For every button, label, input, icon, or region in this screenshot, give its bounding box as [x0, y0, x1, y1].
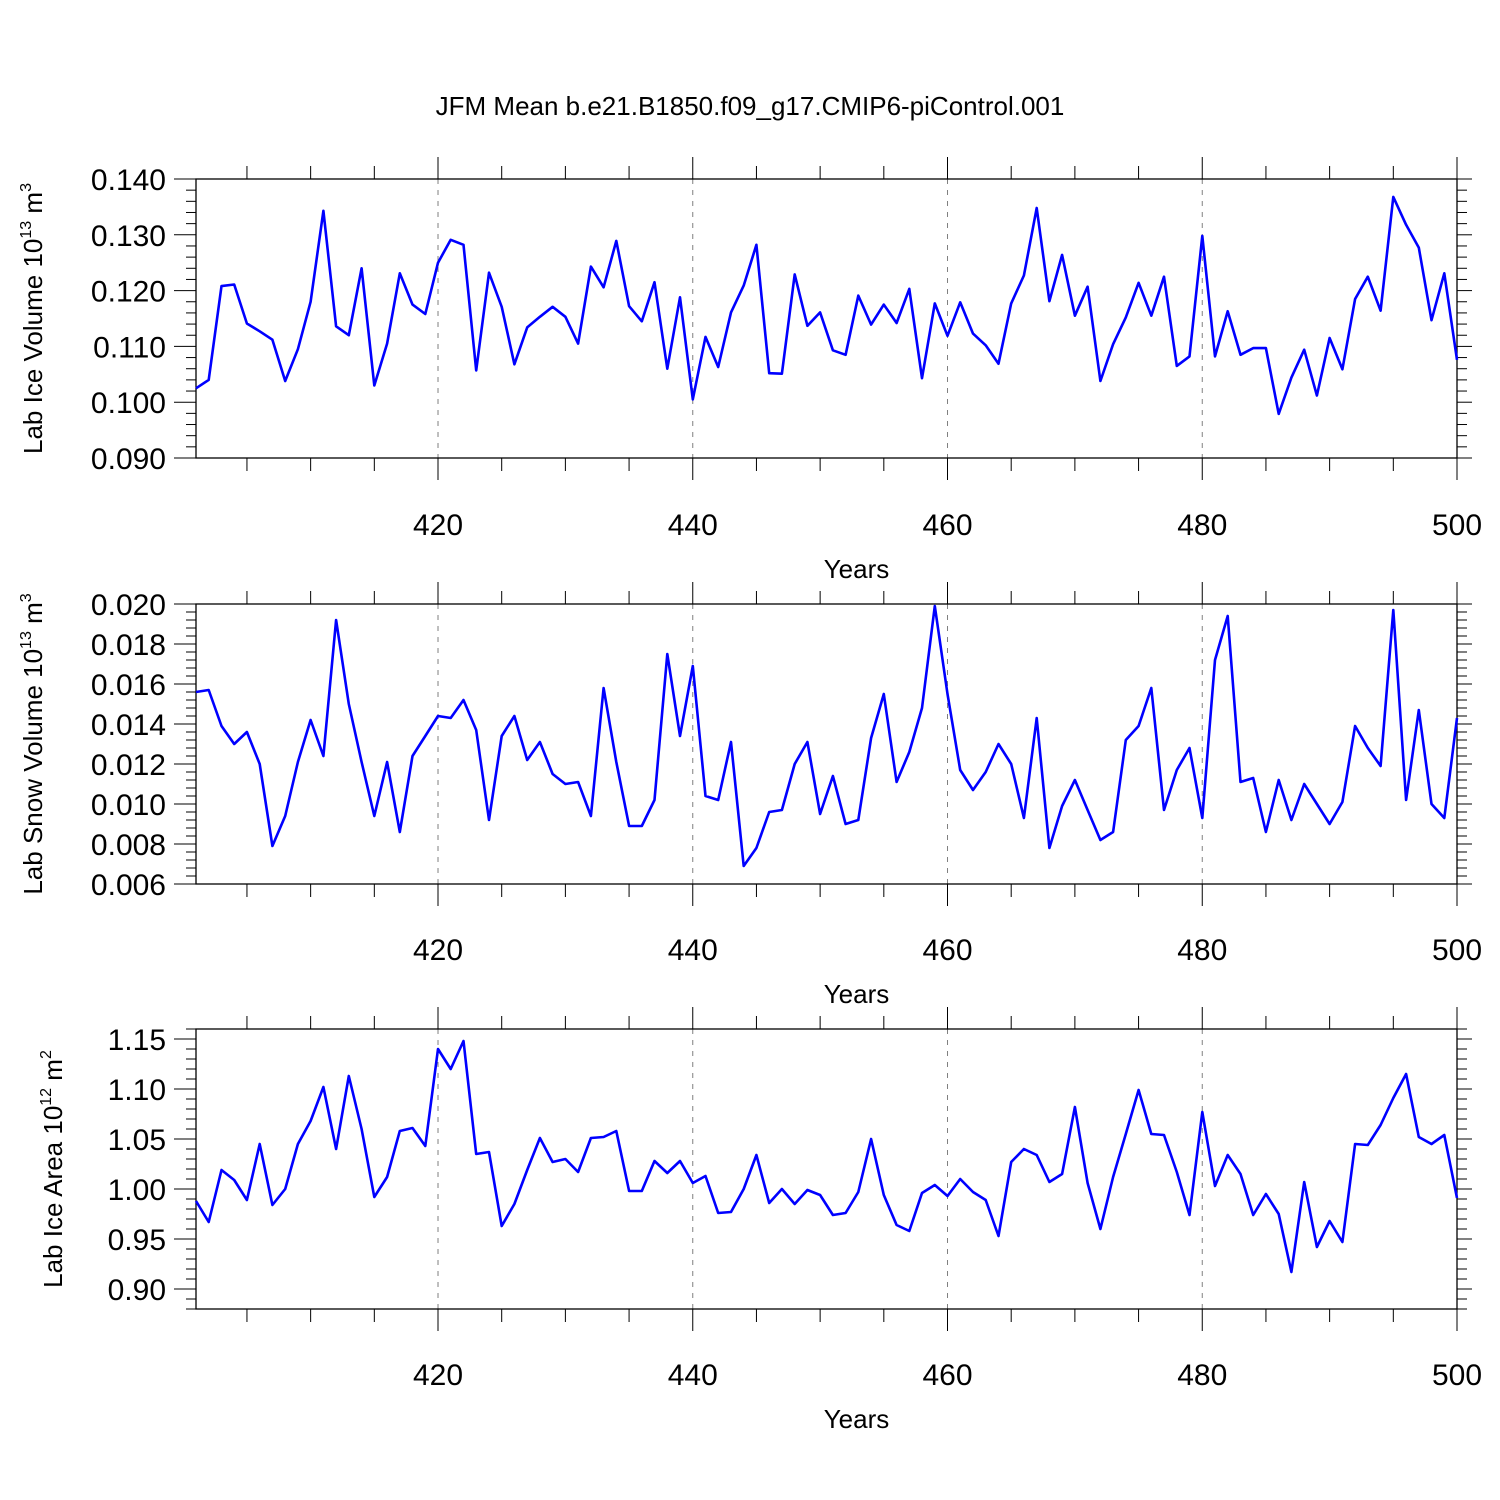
x-tick-label: 460: [922, 509, 972, 542]
y-tick-label: 0.006: [91, 869, 166, 902]
y-tick-label: 0.090: [91, 443, 166, 476]
x-tick-label: 500: [1432, 1359, 1482, 1392]
x-axis-label: Years: [824, 979, 890, 1009]
y-axis-label-unit: m: [18, 192, 48, 221]
x-tick-label: 440: [668, 934, 718, 967]
y-axis-label-exponent: 13: [18, 631, 35, 649]
y-tick-label: 0.012: [91, 749, 166, 782]
y-tick-label: 0.010: [91, 789, 166, 822]
x-tick-label: 480: [1177, 934, 1227, 967]
x-tick-label: 440: [668, 509, 718, 542]
data-line: [195, 604, 1459, 868]
x-axis-label: Years: [824, 1404, 890, 1434]
y-tick-label: 0.018: [91, 629, 166, 662]
x-tick-label: 420: [413, 934, 463, 967]
y-axis-label-unit-exponent: 3: [18, 593, 35, 602]
x-tick-label: 420: [413, 509, 463, 542]
plot-frame: [195, 603, 1458, 885]
y-axis-label: Lab Ice Area 1012 m2: [38, 1050, 68, 1288]
y-tick-label: 0.020: [91, 589, 166, 622]
y-tick-label: 0.130: [91, 220, 166, 253]
x-axis-label: Years: [824, 554, 890, 584]
y-tick-label: 1.00: [108, 1174, 166, 1207]
data-line: [195, 195, 1459, 416]
y-axis-label-unit: m: [38, 1059, 68, 1088]
plot-frame: [195, 178, 1458, 459]
y-tick-label: 0.016: [91, 669, 166, 702]
y-tick-label: 0.120: [91, 276, 166, 309]
y-axis-label-text: Lab Ice Area 10: [38, 1106, 68, 1288]
y-tick-label: 1.15: [108, 1024, 166, 1057]
y-tick-label: 1.10: [108, 1074, 166, 1107]
y-axis-label-unit: m: [18, 602, 48, 631]
panels: 420 440 460 480 500 0.090 0.100 0.110 0.120 0.130…: [18, 157, 1482, 1434]
panel-2: 420 440 460 480 500 0.006 0.008 0.010 0.012 0.014…: [18, 582, 1482, 1009]
data-line: [194, 1039, 1459, 1274]
y-axis-label-text: Lab Ice Volume 10: [18, 239, 48, 454]
y-axis-label: Lab Snow Volume 1013 m3: [18, 593, 48, 894]
y-axis-label-unit-exponent: 2: [38, 1050, 55, 1059]
y-tick-label: 0.140: [91, 164, 166, 197]
x-tick-label: 440: [668, 1359, 718, 1392]
y-tick-label: 0.110: [93, 331, 166, 364]
y-tick-label: 0.014: [91, 709, 166, 742]
y-axis-label-text: Lab Snow Volume 10: [18, 649, 48, 895]
y-axis-label-exponent: 12: [38, 1088, 55, 1106]
y-axis-label-exponent: 13: [18, 221, 35, 239]
y-tick-label: 0.95: [108, 1224, 166, 1257]
x-tick-label: 420: [413, 1359, 463, 1392]
x-tick-label: 460: [922, 1359, 972, 1392]
x-tick-label: 500: [1432, 934, 1482, 967]
panel-3: 420 440 460 480 500 0.90 0.95 1.00 1.05 1.10 1.15 Y…: [38, 1007, 1482, 1434]
y-tick-label: 0.100: [91, 387, 166, 420]
y-tick-label: 0.008: [91, 829, 166, 862]
y-axis-label: Lab Ice Volume 1013 m3: [18, 183, 48, 454]
y-tick-label: 0.90: [108, 1274, 166, 1307]
figure-title: JFM Mean b.e21.B1850.f09_g17.CMIP6-piCon…: [436, 91, 1065, 121]
x-tick-label: 480: [1177, 509, 1227, 542]
y-tick-label: 1.05: [108, 1124, 166, 1157]
y-axis-label-unit-exponent: 3: [18, 183, 35, 192]
x-tick-label: 480: [1177, 1359, 1227, 1392]
x-tick-label: 500: [1432, 509, 1482, 542]
panel-1: 420 440 460 480 500 0.090 0.100 0.110 0.120 0.130…: [18, 157, 1482, 584]
x-tick-label: 460: [922, 934, 972, 967]
